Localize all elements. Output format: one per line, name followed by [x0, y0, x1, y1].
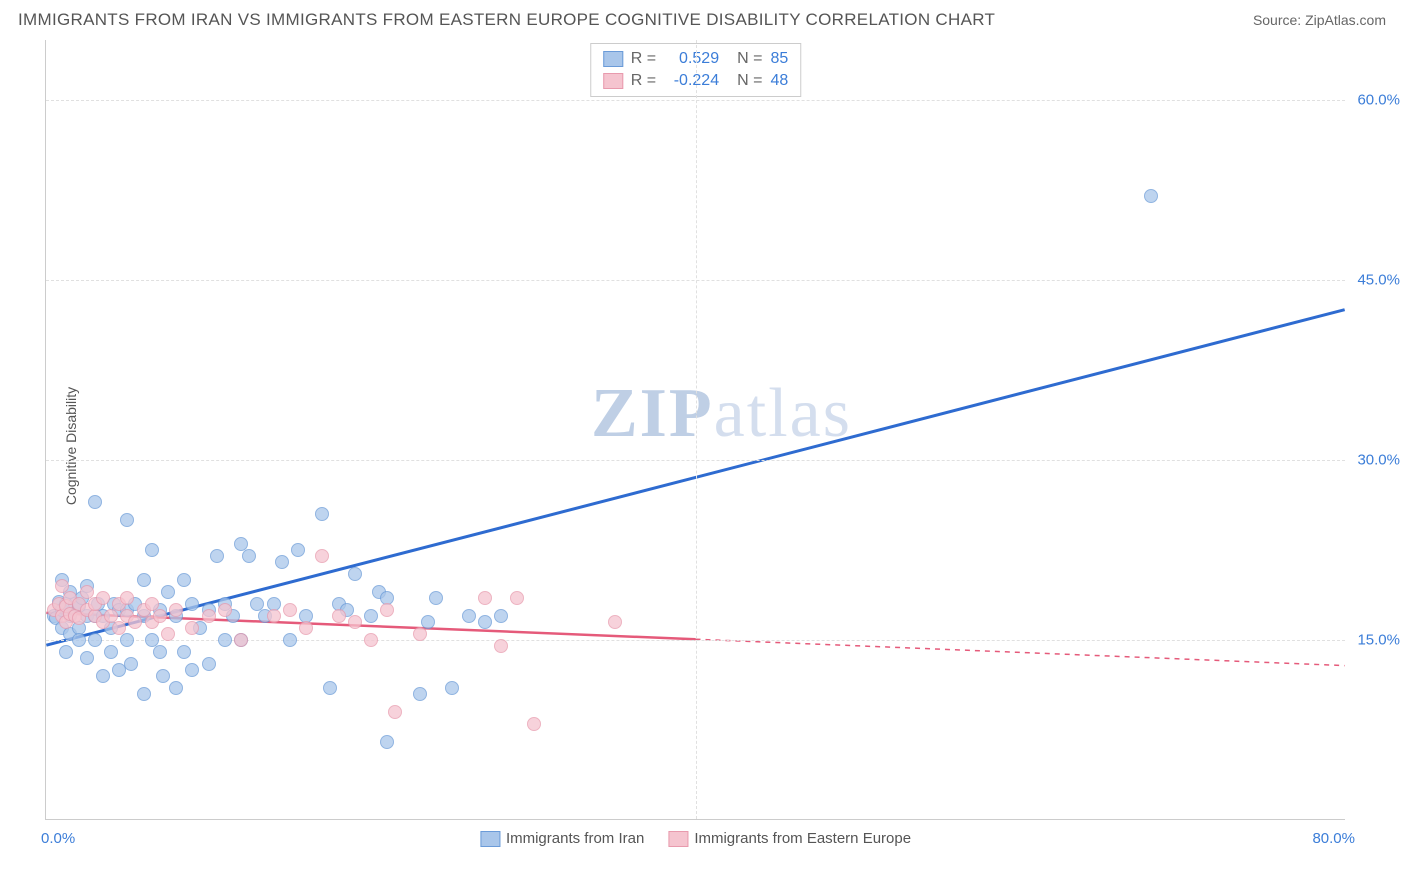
data-point-iran	[291, 543, 305, 557]
data-point-iran	[80, 651, 94, 665]
data-point-iran	[145, 543, 159, 557]
data-point-eastern-europe	[608, 615, 622, 629]
data-point-eastern-europe	[315, 549, 329, 563]
y-tick-label: 45.0%	[1357, 272, 1400, 289]
data-point-iran	[315, 507, 329, 521]
data-point-eastern-europe	[128, 615, 142, 629]
data-point-iran	[96, 669, 110, 683]
data-point-iran	[177, 573, 191, 587]
data-point-eastern-europe	[112, 621, 126, 635]
data-point-eastern-europe	[348, 615, 362, 629]
data-point-iran	[59, 645, 73, 659]
data-point-eastern-europe	[510, 591, 524, 605]
data-point-eastern-europe	[169, 603, 183, 617]
data-point-iran	[242, 549, 256, 563]
data-point-iran	[177, 645, 191, 659]
data-point-iran	[429, 591, 443, 605]
scatter-plot-area: ZIPatlas R = 0.529 N = 85 R = -0.224 N =…	[45, 40, 1345, 820]
data-point-iran	[153, 645, 167, 659]
data-point-iran	[380, 735, 394, 749]
x-axis-max-label: 80.0%	[1312, 830, 1355, 847]
legend-swatch-pink	[668, 831, 688, 847]
data-point-eastern-europe	[120, 591, 134, 605]
data-point-iran	[156, 669, 170, 683]
data-point-iran	[88, 495, 102, 509]
data-point-iran	[104, 645, 118, 659]
legend: Immigrants from Iran Immigrants from Eas…	[480, 830, 911, 847]
y-tick-label: 60.0%	[1357, 92, 1400, 109]
data-point-eastern-europe	[96, 591, 110, 605]
data-point-iran	[120, 633, 134, 647]
data-point-eastern-europe	[161, 627, 175, 641]
data-point-iran	[137, 687, 151, 701]
watermark: ZIPatlas	[591, 374, 852, 454]
data-point-iran	[169, 681, 183, 695]
data-point-eastern-europe	[234, 633, 248, 647]
data-point-eastern-europe	[283, 603, 297, 617]
data-point-iran	[462, 609, 476, 623]
data-point-iran	[120, 513, 134, 527]
data-point-eastern-europe	[380, 603, 394, 617]
data-point-iran	[185, 597, 199, 611]
data-point-iran	[210, 549, 224, 563]
data-point-eastern-europe	[478, 591, 492, 605]
data-point-eastern-europe	[185, 621, 199, 635]
data-point-iran	[1144, 189, 1158, 203]
data-point-iran	[202, 657, 216, 671]
legend-item-eastern-europe: Immigrants from Eastern Europe	[668, 830, 911, 847]
data-point-eastern-europe	[202, 609, 216, 623]
data-point-iran	[72, 633, 86, 647]
x-axis-min-label: 0.0%	[41, 830, 75, 847]
data-point-iran	[413, 687, 427, 701]
chart-title: IMMIGRANTS FROM IRAN VS IMMIGRANTS FROM …	[18, 10, 995, 30]
data-point-eastern-europe	[299, 621, 313, 635]
data-point-iran	[283, 633, 297, 647]
legend-item-iran: Immigrants from Iran	[480, 830, 644, 847]
data-point-iran	[364, 609, 378, 623]
data-point-iran	[494, 609, 508, 623]
data-point-eastern-europe	[413, 627, 427, 641]
data-point-eastern-europe	[267, 609, 281, 623]
data-point-iran	[137, 573, 151, 587]
data-point-iran	[161, 585, 175, 599]
swatch-blue	[603, 51, 623, 67]
swatch-pink	[603, 73, 623, 89]
data-point-eastern-europe	[527, 717, 541, 731]
data-point-iran	[323, 681, 337, 695]
data-point-iran	[88, 633, 102, 647]
data-point-iran	[478, 615, 492, 629]
data-point-eastern-europe	[388, 705, 402, 719]
data-point-iran	[445, 681, 459, 695]
source-attribution: Source: ZipAtlas.com	[1253, 12, 1386, 28]
data-point-iran	[185, 663, 199, 677]
y-tick-label: 30.0%	[1357, 452, 1400, 469]
data-point-eastern-europe	[332, 609, 346, 623]
y-tick-label: 15.0%	[1357, 632, 1400, 649]
legend-swatch-blue	[480, 831, 500, 847]
data-point-iran	[275, 555, 289, 569]
data-point-eastern-europe	[364, 633, 378, 647]
data-point-eastern-europe	[153, 609, 167, 623]
data-point-iran	[348, 567, 362, 581]
data-point-iran	[124, 657, 138, 671]
gridline-v	[696, 40, 697, 819]
data-point-eastern-europe	[494, 639, 508, 653]
data-point-eastern-europe	[218, 603, 232, 617]
data-point-iran	[218, 633, 232, 647]
